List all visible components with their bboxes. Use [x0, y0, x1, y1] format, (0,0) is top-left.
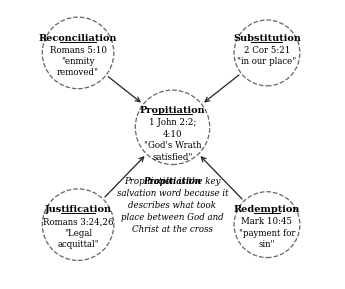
- Text: Propitiation is the key
salvation word because it
describes what took
place betw: Propitiation is the key salvation word b…: [117, 177, 228, 234]
- Circle shape: [234, 20, 300, 86]
- Text: Propitiation: Propitiation: [140, 106, 205, 115]
- Circle shape: [42, 17, 114, 89]
- Text: Reconciliation: Reconciliation: [39, 34, 117, 42]
- Text: Mark 10:45
"payment for
sin": Mark 10:45 "payment for sin": [239, 218, 295, 249]
- Circle shape: [135, 90, 210, 164]
- Text: Romans 3:24,26
"Legal
acquittal": Romans 3:24,26 "Legal acquittal": [43, 218, 113, 249]
- Text: Substitution: Substitution: [233, 34, 301, 42]
- Text: 1 John 2:2;
4:10
"God's Wrath
satisfied": 1 John 2:2; 4:10 "God's Wrath satisfied": [144, 118, 201, 162]
- Text: Romans 5:10
"enmity
removed": Romans 5:10 "enmity removed": [50, 46, 107, 77]
- Text: Redemption: Redemption: [234, 205, 300, 214]
- Circle shape: [234, 192, 300, 257]
- Circle shape: [42, 189, 114, 260]
- Text: 2 Cor 5:21
"in our place": 2 Cor 5:21 "in our place": [237, 46, 297, 66]
- Text: Propitiation: Propitiation: [144, 177, 201, 186]
- Text: Justification: Justification: [45, 205, 111, 214]
